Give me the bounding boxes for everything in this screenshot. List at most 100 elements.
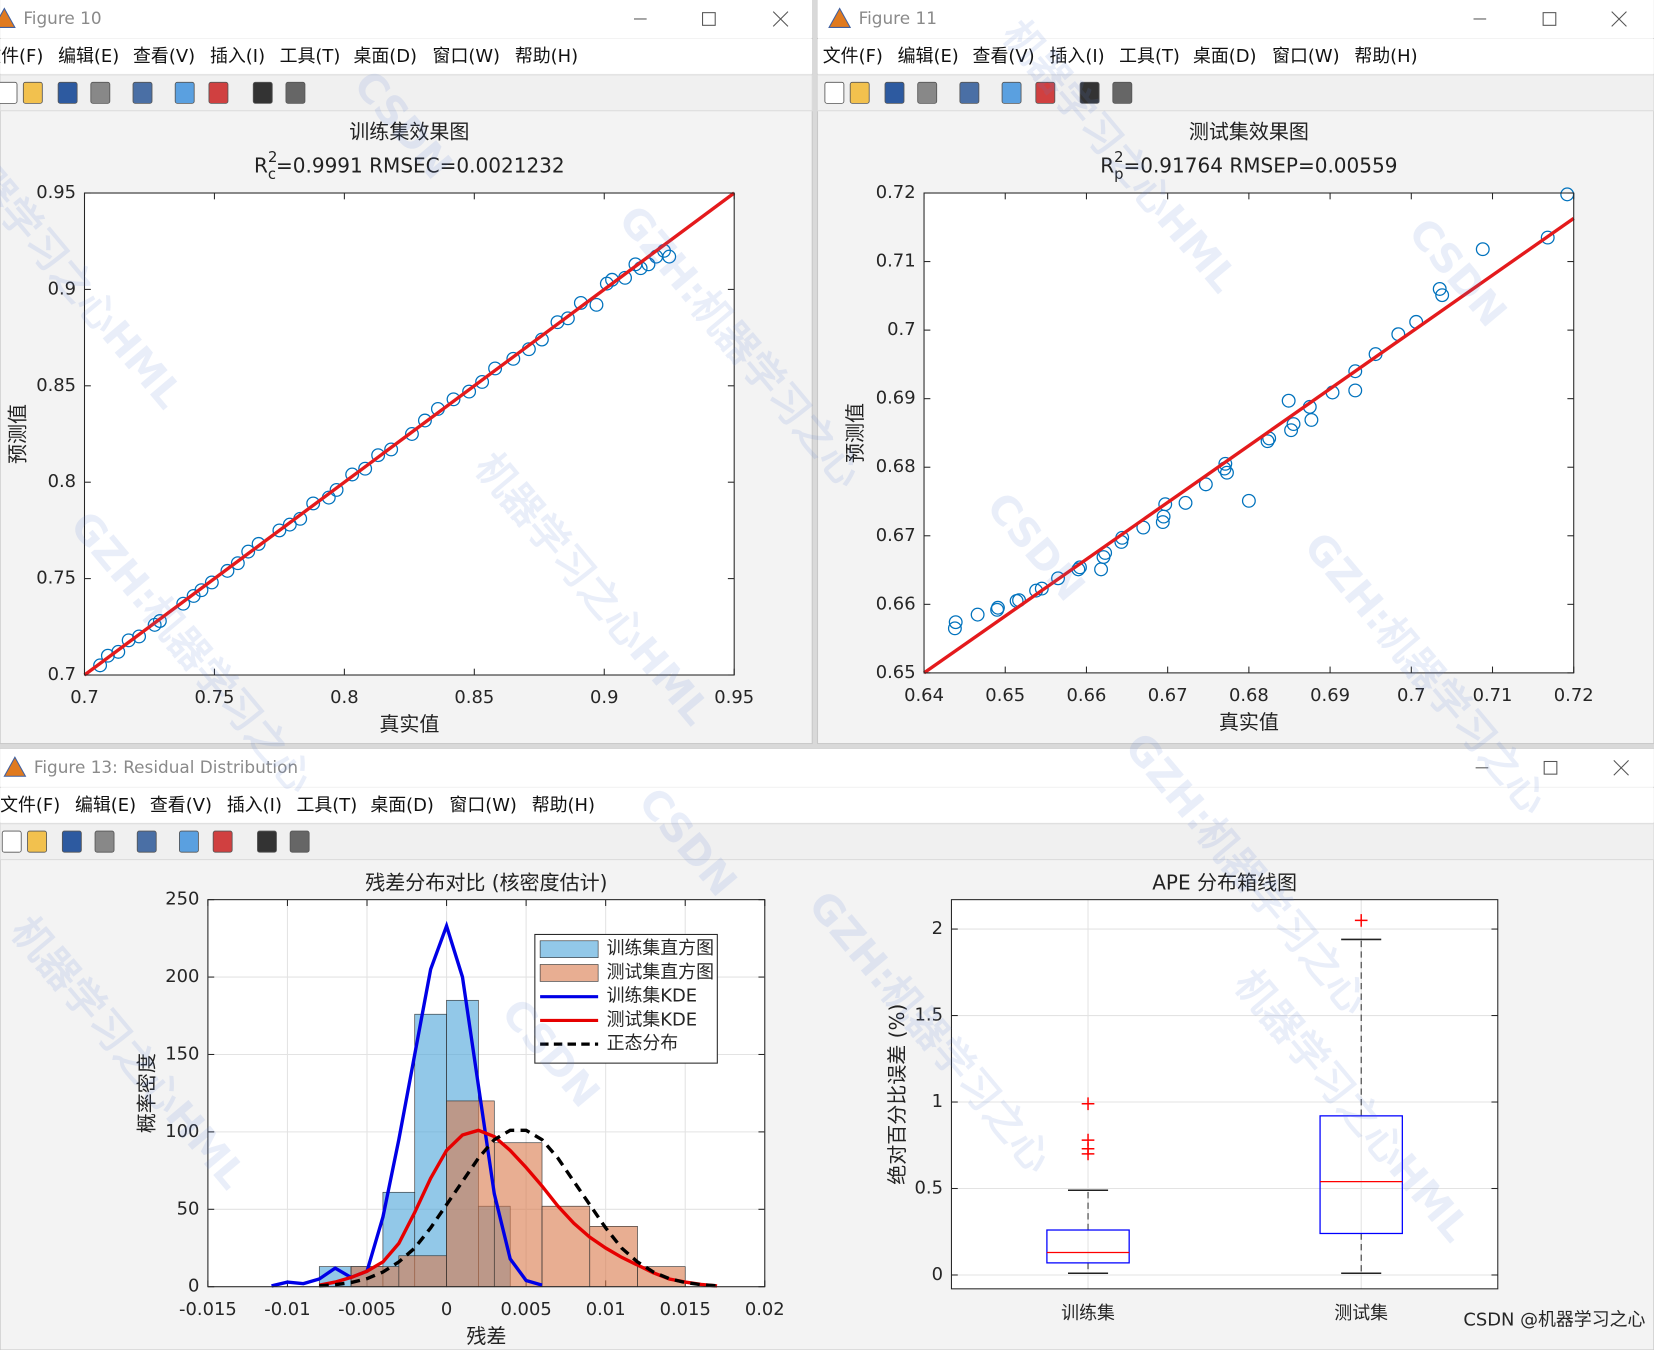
toolbar-icon[interactable]	[22, 81, 43, 104]
maximize-button[interactable]	[1543, 760, 1558, 775]
app-icon	[3, 756, 27, 777]
toolbar-icon[interactable]	[27, 830, 47, 853]
chart-title: 训练集效果图	[349, 119, 469, 143]
subtitle-part: R	[254, 153, 268, 177]
toolbar-icon[interactable]	[285, 81, 306, 104]
chart: 训练集效果图 R2 c=0.9991 RMSEC=0.0021232 真实值 预测值 0.…	[6, 119, 755, 736]
legend-label: 训练集KDE	[607, 986, 698, 1007]
x-tick-label: 0.7	[1397, 685, 1425, 706]
window-title: Figure 11	[859, 8, 937, 28]
y-tick-label: 0	[932, 1264, 943, 1285]
menu-item[interactable]: 文件(F)	[0, 795, 60, 816]
menu-item[interactable]: 文件(F)	[823, 46, 883, 67]
chart: 残差分布对比 (核密度估计) 残差 概率密度 0 50 100 150 200 250 -0.01…	[134, 870, 784, 1348]
menu-item[interactable]: 查看(V)	[150, 795, 212, 816]
menu-item[interactable]: 工具(T)	[280, 46, 341, 67]
toolbar-icon[interactable]	[90, 81, 111, 104]
toolbar-icon[interactable]	[132, 81, 153, 104]
scatter-point	[589, 297, 604, 312]
x-axis-label: 残差	[466, 1324, 506, 1348]
axes-frame	[83, 192, 735, 676]
menu-item[interactable]: 查看(V)	[133, 46, 195, 67]
menu-item[interactable]: 桌面(D)	[1193, 46, 1257, 67]
toolbar-icon[interactable]	[252, 81, 273, 104]
close-button[interactable]	[1611, 11, 1627, 27]
menu-item[interactable]: 桌面(D)	[370, 795, 434, 816]
y-tick-label: 0.66	[876, 593, 916, 614]
subtitle-part: R	[1100, 153, 1114, 177]
toolbar-icon[interactable]	[61, 830, 82, 853]
scatter-point	[488, 361, 503, 376]
line	[923, 216, 1575, 675]
menu-item[interactable]: 窗口(W)	[433, 46, 501, 67]
close-button[interactable]	[1613, 760, 1629, 776]
toolbar-icon[interactable]	[959, 81, 980, 104]
scatter-point	[990, 600, 1005, 615]
legend-label: 测试集KDE	[607, 1009, 698, 1030]
menu-item[interactable]: 插入(I)	[210, 46, 265, 67]
menu-item[interactable]: 工具(T)	[296, 795, 357, 816]
y-tick-label: 0	[188, 1276, 199, 1297]
close-button[interactable]	[772, 11, 789, 27]
toolbar-icon[interactable]	[208, 81, 229, 104]
menu-item[interactable]: 编辑(E)	[898, 46, 959, 67]
x-tick-label: 0.64	[904, 685, 944, 706]
chart-title: APE 分布箱线图	[1152, 870, 1297, 894]
menu-item[interactable]: 编辑(E)	[58, 46, 119, 67]
scatter-point	[1219, 465, 1234, 480]
menu-item[interactable]: 窗口(W)	[1272, 46, 1340, 67]
menu-item[interactable]: 查看(V)	[973, 46, 1035, 67]
toolbar-icon[interactable]	[289, 830, 310, 853]
y-tick-label: 1.5	[915, 1005, 943, 1026]
menu-item[interactable]: 桌面(D)	[353, 46, 417, 67]
toolbar-icon[interactable]	[849, 81, 870, 104]
toolbar-icon[interactable]	[1035, 81, 1056, 104]
toolbar-icon[interactable]	[1079, 81, 1100, 104]
x-tick-label: 0.72	[1554, 685, 1594, 706]
histogram-bar	[541, 1205, 591, 1288]
axes-frame	[207, 899, 766, 1288]
toolbar-icon[interactable]	[212, 830, 233, 853]
toolbar-icon[interactable]	[1001, 81, 1022, 104]
maximize-button[interactable]	[702, 12, 716, 26]
toolbar-icon[interactable]	[178, 830, 199, 853]
line	[319, 1128, 718, 1288]
subtitle-part: p	[1114, 166, 1123, 183]
scatter-point	[1304, 412, 1319, 427]
menu-item[interactable]: 窗口(W)	[449, 795, 517, 816]
menu-item[interactable]: 文件(F)	[0, 46, 43, 67]
toolbar-icon[interactable]	[174, 81, 195, 104]
chart-title: 测试集效果图	[1189, 119, 1309, 143]
line	[83, 191, 736, 677]
y-tick-label: 0.9	[48, 278, 76, 299]
menu-item[interactable]: 帮助(H)	[532, 795, 595, 816]
toolbar-icon[interactable]	[1, 830, 22, 853]
toolbar-icon[interactable]	[257, 830, 277, 853]
maximize-button[interactable]	[1542, 12, 1557, 26]
toolbar-icon[interactable]	[0, 81, 18, 104]
menu-item[interactable]: 编辑(E)	[75, 795, 136, 816]
toolbar-icon[interactable]	[94, 830, 115, 853]
menu-item[interactable]: 插入(I)	[1050, 46, 1105, 67]
menu-item[interactable]: 帮助(H)	[1354, 46, 1417, 67]
menu-item[interactable]: 插入(I)	[227, 795, 282, 816]
scatter-point	[970, 607, 985, 622]
toolbar	[0, 823, 1654, 861]
toolbar-icon[interactable]	[884, 81, 905, 104]
x-tick-label: -0.005	[338, 1299, 396, 1320]
chart: 测试集效果图 R2 p=0.91764 RMSEP=0.00559 真实值 预测值 0.6…	[843, 119, 1594, 734]
scatter-point	[550, 315, 565, 330]
menu-item[interactable]: 工具(T)	[1119, 46, 1180, 67]
toolbar-icon[interactable]	[917, 81, 938, 104]
menu-item[interactable]: 帮助(H)	[515, 46, 578, 67]
toolbar-icon[interactable]	[824, 81, 845, 104]
toolbar-icon[interactable]	[1112, 81, 1133, 104]
toolbar-icon[interactable]	[57, 81, 78, 104]
plot-area	[951, 899, 1498, 1289]
y-tick-label: 100	[165, 1121, 199, 1142]
y-tick-label: 0.5	[915, 1178, 943, 1199]
histogram-bar	[398, 1255, 447, 1288]
toolbar-icon[interactable]	[136, 830, 157, 853]
scatter-point	[948, 615, 963, 630]
